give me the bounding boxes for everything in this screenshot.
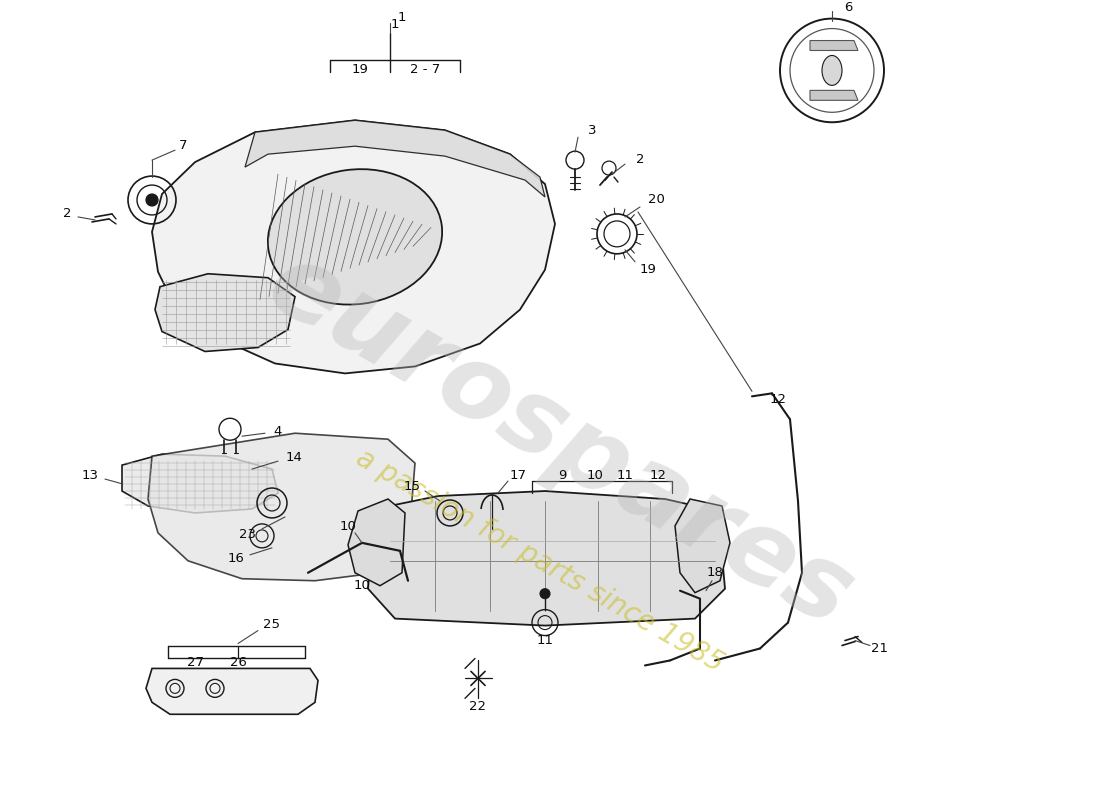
Polygon shape xyxy=(810,90,858,100)
Text: 21: 21 xyxy=(871,642,889,655)
Text: 15: 15 xyxy=(404,479,420,493)
Text: 7: 7 xyxy=(178,138,187,152)
Ellipse shape xyxy=(267,169,442,305)
Text: 26: 26 xyxy=(230,656,246,669)
Text: 23: 23 xyxy=(240,528,256,542)
Text: 12: 12 xyxy=(770,393,786,406)
Text: 3: 3 xyxy=(587,124,596,137)
Text: 10: 10 xyxy=(340,521,356,534)
Text: 19: 19 xyxy=(639,263,657,276)
Text: 17: 17 xyxy=(509,469,527,482)
Text: eurospares: eurospares xyxy=(250,233,870,650)
Polygon shape xyxy=(368,491,725,626)
Text: 19: 19 xyxy=(352,63,368,76)
Polygon shape xyxy=(675,499,730,593)
Text: 1: 1 xyxy=(390,18,399,31)
Text: 10: 10 xyxy=(586,469,604,482)
Text: 27: 27 xyxy=(187,656,204,669)
Circle shape xyxy=(146,194,158,206)
Text: 22: 22 xyxy=(470,700,486,713)
Polygon shape xyxy=(146,669,318,714)
Text: 14: 14 xyxy=(286,450,302,464)
Text: 2 - 7: 2 - 7 xyxy=(410,63,440,76)
Circle shape xyxy=(540,589,550,598)
Text: 1: 1 xyxy=(398,11,406,24)
Text: 9: 9 xyxy=(558,469,566,482)
Polygon shape xyxy=(148,434,415,581)
Text: 2: 2 xyxy=(636,153,645,166)
Text: a passion for parts since 1985: a passion for parts since 1985 xyxy=(351,444,728,678)
Text: 13: 13 xyxy=(81,469,99,482)
Text: 20: 20 xyxy=(648,194,664,206)
Polygon shape xyxy=(155,274,295,351)
Text: 11: 11 xyxy=(616,469,634,482)
Polygon shape xyxy=(245,120,544,197)
Text: 12: 12 xyxy=(649,469,667,482)
Text: 18: 18 xyxy=(706,566,724,579)
Text: 10: 10 xyxy=(353,579,371,592)
Text: 6: 6 xyxy=(844,1,852,14)
Text: 4: 4 xyxy=(274,425,283,438)
Text: 16: 16 xyxy=(228,552,244,566)
Polygon shape xyxy=(810,41,858,50)
Text: 11: 11 xyxy=(537,634,553,647)
Text: 25: 25 xyxy=(264,618,280,631)
Polygon shape xyxy=(152,120,556,374)
Text: 2: 2 xyxy=(63,207,72,221)
Ellipse shape xyxy=(822,55,842,86)
Polygon shape xyxy=(122,454,278,513)
Polygon shape xyxy=(348,499,405,586)
